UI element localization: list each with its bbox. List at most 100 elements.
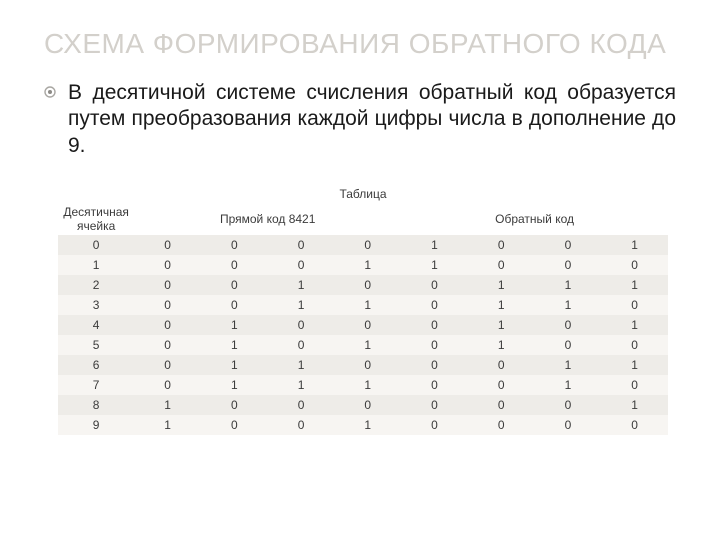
cell-direct: 0 [334, 235, 401, 255]
cell-direct: 1 [268, 375, 335, 395]
body-text: В десятичной системе счисления обратный … [68, 80, 676, 159]
cell-decimal: 0 [58, 235, 134, 255]
cell-direct: 1 [334, 295, 401, 315]
cell-inverse: 1 [468, 315, 535, 335]
cell-inverse: 1 [601, 235, 668, 255]
table-row: 200100111 [58, 275, 668, 295]
cell-direct: 1 [134, 395, 201, 415]
cell-direct: 0 [201, 255, 268, 275]
cell-direct: 0 [334, 315, 401, 335]
cell-inverse: 1 [401, 255, 468, 275]
cell-direct: 0 [334, 275, 401, 295]
cell-direct: 0 [134, 335, 201, 355]
cell-direct: 0 [268, 335, 335, 355]
cell-inverse: 0 [401, 315, 468, 335]
cell-inverse: 1 [468, 335, 535, 355]
cell-inverse: 0 [535, 415, 602, 435]
cell-direct: 1 [334, 255, 401, 275]
cell-direct: 1 [334, 415, 401, 435]
cell-direct: 0 [134, 375, 201, 395]
cell-direct: 1 [201, 315, 268, 335]
cell-decimal: 7 [58, 375, 134, 395]
cell-inverse: 0 [401, 395, 468, 415]
cell-direct: 0 [201, 235, 268, 255]
cell-inverse: 1 [535, 295, 602, 315]
cell-direct: 1 [268, 355, 335, 375]
cell-inverse: 0 [401, 375, 468, 395]
cell-decimal: 5 [58, 335, 134, 355]
cell-direct: 1 [201, 375, 268, 395]
table-row: 601100011 [58, 355, 668, 375]
cell-inverse: 1 [535, 375, 602, 395]
cell-inverse: 1 [601, 355, 668, 375]
table-row: 810000001 [58, 395, 668, 415]
bullet-icon [44, 86, 56, 98]
cell-inverse: 0 [601, 335, 668, 355]
col-direct: Прямой код 8421 [134, 203, 401, 235]
col-decimal: Десятичная ячейка [58, 203, 134, 235]
table-row: 401000101 [58, 315, 668, 335]
cell-inverse: 0 [468, 355, 535, 375]
cell-direct: 1 [201, 355, 268, 375]
cell-direct: 1 [334, 375, 401, 395]
cell-inverse: 0 [468, 255, 535, 275]
slide: СХЕМА ФОРМИРОВАНИЯ ОБРАТНОГО КОДА В деся… [0, 0, 720, 540]
cell-inverse: 0 [468, 235, 535, 255]
cell-direct: 1 [134, 415, 201, 435]
header-row: Десятичная ячейка Прямой код 8421 Обратн… [58, 203, 668, 235]
codes-table: Таблица Десятичная ячейка Прямой код 842… [58, 185, 668, 435]
cell-inverse: 1 [468, 295, 535, 315]
table-caption: Таблица [58, 185, 668, 203]
cell-inverse: 0 [535, 255, 602, 275]
cell-inverse: 0 [401, 335, 468, 355]
cell-direct: 0 [134, 295, 201, 315]
cell-direct: 1 [334, 335, 401, 355]
cell-direct: 0 [268, 395, 335, 415]
codes-table-wrap: Таблица Десятичная ячейка Прямой код 842… [58, 185, 668, 435]
cell-direct: 0 [201, 415, 268, 435]
cell-direct: 0 [134, 315, 201, 335]
table-row: 910010000 [58, 415, 668, 435]
slide-title: СХЕМА ФОРМИРОВАНИЯ ОБРАТНОГО КОДА [44, 28, 676, 60]
cell-direct: 0 [134, 275, 201, 295]
cell-inverse: 0 [601, 255, 668, 275]
cell-inverse: 0 [401, 415, 468, 435]
table-body: 0000010011000110002001001113001101104010… [58, 235, 668, 435]
cell-decimal: 6 [58, 355, 134, 375]
cell-inverse: 0 [601, 375, 668, 395]
cell-inverse: 0 [401, 295, 468, 315]
body-row: В десятичной системе счисления обратный … [44, 80, 676, 159]
cell-inverse: 0 [468, 415, 535, 435]
cell-inverse: 0 [401, 275, 468, 295]
cell-decimal: 2 [58, 275, 134, 295]
table-row: 701110010 [58, 375, 668, 395]
cell-inverse: 1 [601, 315, 668, 335]
cell-direct: 1 [268, 275, 335, 295]
cell-inverse: 0 [535, 395, 602, 415]
bullet-dot [48, 90, 52, 94]
table-row: 000001001 [58, 235, 668, 255]
cell-inverse: 1 [401, 235, 468, 255]
cell-inverse: 0 [535, 335, 602, 355]
cell-inverse: 0 [468, 375, 535, 395]
cell-direct: 0 [134, 235, 201, 255]
cell-direct: 0 [134, 255, 201, 275]
cell-decimal: 4 [58, 315, 134, 335]
table-row: 501010100 [58, 335, 668, 355]
table-head: Таблица Десятичная ячейка Прямой код 842… [58, 185, 668, 235]
cell-inverse: 1 [601, 395, 668, 415]
cell-inverse: 0 [535, 315, 602, 335]
cell-inverse: 0 [601, 415, 668, 435]
caption-row: Таблица [58, 185, 668, 203]
cell-direct: 0 [201, 275, 268, 295]
cell-inverse: 1 [535, 275, 602, 295]
cell-inverse: 1 [468, 275, 535, 295]
cell-direct: 0 [334, 395, 401, 415]
cell-direct: 1 [268, 295, 335, 315]
cell-inverse: 1 [601, 275, 668, 295]
cell-direct: 0 [134, 355, 201, 375]
col-inverse: Обратный код [401, 203, 668, 235]
cell-direct: 0 [334, 355, 401, 375]
cell-direct: 0 [201, 295, 268, 315]
cell-direct: 0 [268, 415, 335, 435]
